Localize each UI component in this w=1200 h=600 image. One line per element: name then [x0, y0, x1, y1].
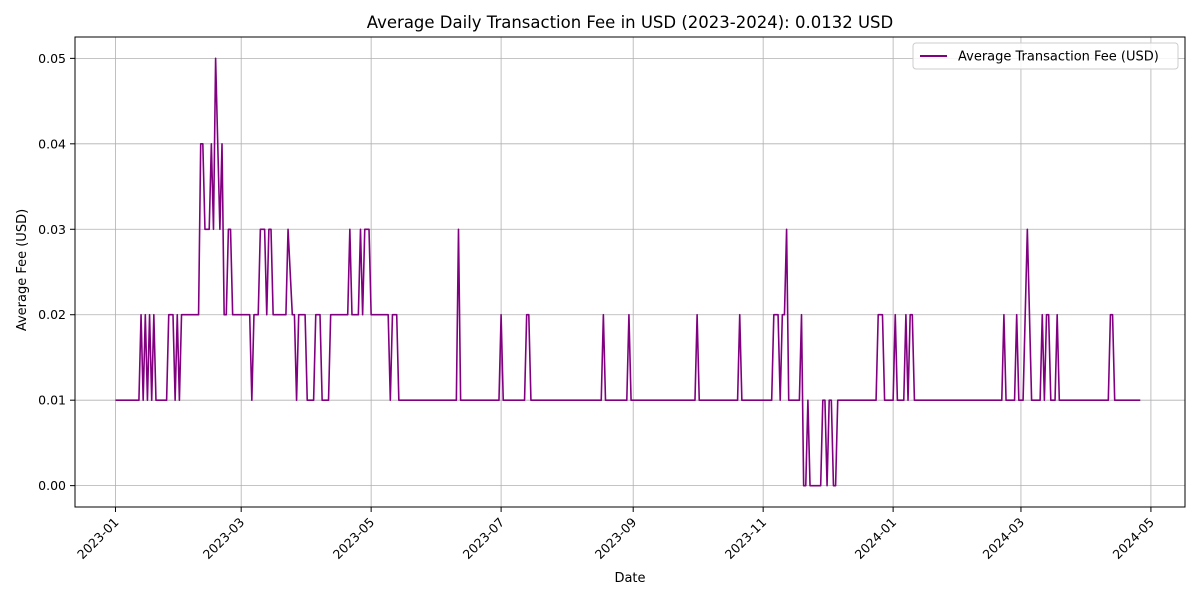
y-tick-label: 0.03 — [38, 222, 66, 237]
legend: Average Transaction Fee (USD) — [912, 42, 1179, 70]
x-axis-label: Date — [614, 571, 645, 586]
legend-label: Average Transaction Fee (USD) — [958, 50, 1159, 65]
legend-box — [912, 42, 1179, 70]
grid — [75, 37, 1185, 507]
y-axis: 0.00 0.01 0.02 0.03 0.04 0.05 — [38, 51, 75, 493]
y-tick-label: 0.01 — [38, 393, 66, 408]
plot-frame — [74, 36, 1186, 508]
y-tick-label: 0.04 — [38, 136, 66, 151]
y-tick-label: 0.02 — [38, 307, 66, 322]
chart-title: Average Daily Transaction Fee in USD (20… — [367, 13, 893, 32]
series-layer — [115, 57, 1141, 487]
y-axis-label: Average Fee (USD) — [15, 209, 30, 331]
series-line — [115, 57, 1141, 487]
y-tick-label: 0.00 — [38, 478, 66, 493]
y-tick-label: 0.05 — [38, 51, 66, 66]
